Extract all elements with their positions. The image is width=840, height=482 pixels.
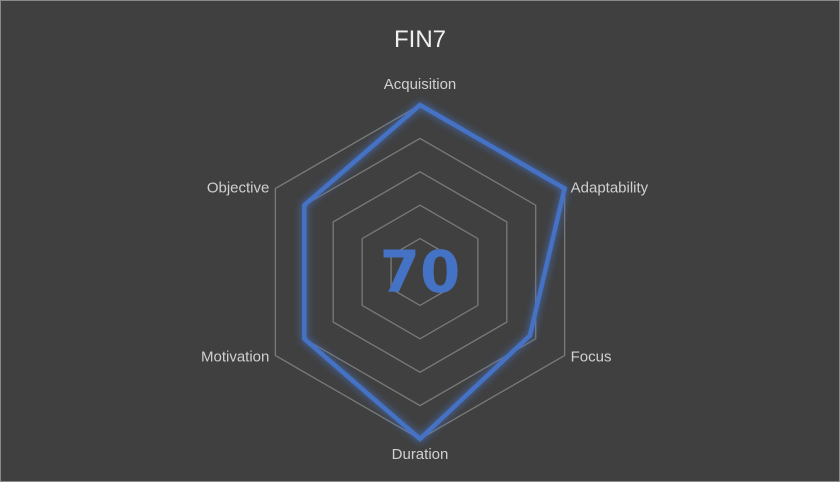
axis-label: Adaptability bbox=[571, 180, 649, 197]
center-score: 70 bbox=[380, 238, 461, 306]
axis-label: Motivation bbox=[201, 349, 269, 366]
axis-label: Focus bbox=[571, 349, 612, 366]
grid-ring bbox=[361, 204, 479, 340]
axis-label: Duration bbox=[392, 446, 449, 463]
axis-label: Acquisition bbox=[384, 76, 457, 93]
axis-label: Objective bbox=[207, 180, 270, 197]
grid-ring bbox=[390, 237, 450, 307]
chart-title: FIN7 bbox=[394, 26, 446, 53]
grid-ring bbox=[332, 171, 508, 373]
